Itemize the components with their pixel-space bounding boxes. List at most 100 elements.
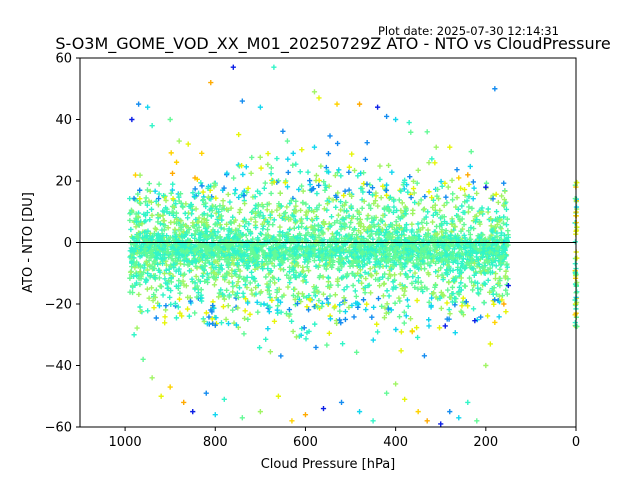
data-point xyxy=(351,167,358,174)
data-point xyxy=(572,320,578,326)
data-point xyxy=(470,287,476,293)
data-point xyxy=(483,362,489,369)
data-point xyxy=(257,230,264,237)
data-point xyxy=(392,250,398,256)
data-point xyxy=(266,282,272,288)
data-point xyxy=(469,205,475,211)
data-point xyxy=(151,265,158,272)
data-point xyxy=(234,227,240,233)
data-point xyxy=(372,248,379,254)
data-point xyxy=(452,224,458,230)
data-point xyxy=(185,141,191,147)
data-point xyxy=(233,322,240,328)
data-point xyxy=(447,409,453,415)
data-point xyxy=(445,246,451,253)
data-point xyxy=(176,268,182,274)
data-point xyxy=(378,217,384,223)
data-point xyxy=(194,219,201,225)
data-point xyxy=(218,262,224,268)
data-point xyxy=(322,187,328,193)
data-point xyxy=(137,308,144,314)
y-tick-label: −60 xyxy=(45,421,72,436)
data-point xyxy=(237,268,243,274)
data-point xyxy=(253,224,259,231)
data-point xyxy=(290,328,296,335)
data-point xyxy=(399,286,405,292)
data-point xyxy=(269,244,275,250)
data-point xyxy=(448,229,455,235)
data-point xyxy=(144,286,150,292)
data-point xyxy=(384,301,390,307)
data-point xyxy=(404,297,411,303)
data-point xyxy=(374,230,381,236)
data-point xyxy=(156,191,162,197)
data-point xyxy=(383,263,389,269)
data-point xyxy=(185,215,191,221)
data-point xyxy=(503,309,509,315)
data-point xyxy=(425,261,431,267)
data-point xyxy=(303,209,309,215)
data-point xyxy=(297,169,303,175)
data-point xyxy=(337,302,343,308)
data-point xyxy=(300,199,306,206)
data-point xyxy=(438,305,444,311)
data-point xyxy=(171,204,177,210)
data-point xyxy=(178,227,184,233)
data-point xyxy=(328,236,335,242)
data-point xyxy=(334,101,340,107)
data-point xyxy=(174,220,180,227)
data-point xyxy=(306,205,312,211)
y-tick-label: 60 xyxy=(55,52,72,67)
data-point xyxy=(455,260,461,267)
data-point xyxy=(144,232,150,239)
data-point xyxy=(405,251,412,258)
y-tick-label: −40 xyxy=(45,359,72,374)
data-point xyxy=(236,285,243,291)
data-point xyxy=(288,216,294,222)
data-point xyxy=(391,284,397,290)
data-point xyxy=(311,144,318,150)
data-point xyxy=(255,209,261,215)
data-point xyxy=(323,266,329,272)
data-point xyxy=(168,301,174,307)
data-point xyxy=(223,316,229,322)
data-point xyxy=(368,272,374,278)
data-point xyxy=(469,265,475,272)
data-point xyxy=(425,209,431,215)
data-point xyxy=(404,227,410,233)
data-point xyxy=(306,259,312,265)
data-point xyxy=(400,228,407,234)
data-point xyxy=(235,305,241,311)
data-point xyxy=(148,285,155,291)
data-point xyxy=(145,270,151,277)
data-point xyxy=(329,252,335,259)
data-point xyxy=(170,244,176,250)
data-point xyxy=(421,249,427,255)
data-point xyxy=(352,246,359,252)
data-point xyxy=(462,192,468,198)
data-point xyxy=(449,284,456,290)
data-point xyxy=(422,266,428,272)
data-point xyxy=(505,276,511,282)
data-point xyxy=(319,303,325,310)
data-point xyxy=(177,191,184,197)
data-point xyxy=(212,221,218,228)
data-point xyxy=(503,287,509,293)
data-point xyxy=(459,259,465,265)
data-point xyxy=(253,285,259,291)
data-point xyxy=(198,247,204,254)
data-point xyxy=(180,248,186,255)
data-point xyxy=(287,200,293,207)
data-point xyxy=(338,207,344,213)
data-point xyxy=(287,252,293,259)
data-point xyxy=(465,399,471,405)
data-point xyxy=(499,297,505,303)
data-point xyxy=(255,201,261,208)
data-point xyxy=(446,279,452,286)
data-point xyxy=(151,305,157,311)
data-point xyxy=(383,254,389,260)
data-point xyxy=(359,205,365,211)
data-point xyxy=(287,279,293,286)
data-point xyxy=(366,202,372,208)
data-point xyxy=(481,299,487,306)
